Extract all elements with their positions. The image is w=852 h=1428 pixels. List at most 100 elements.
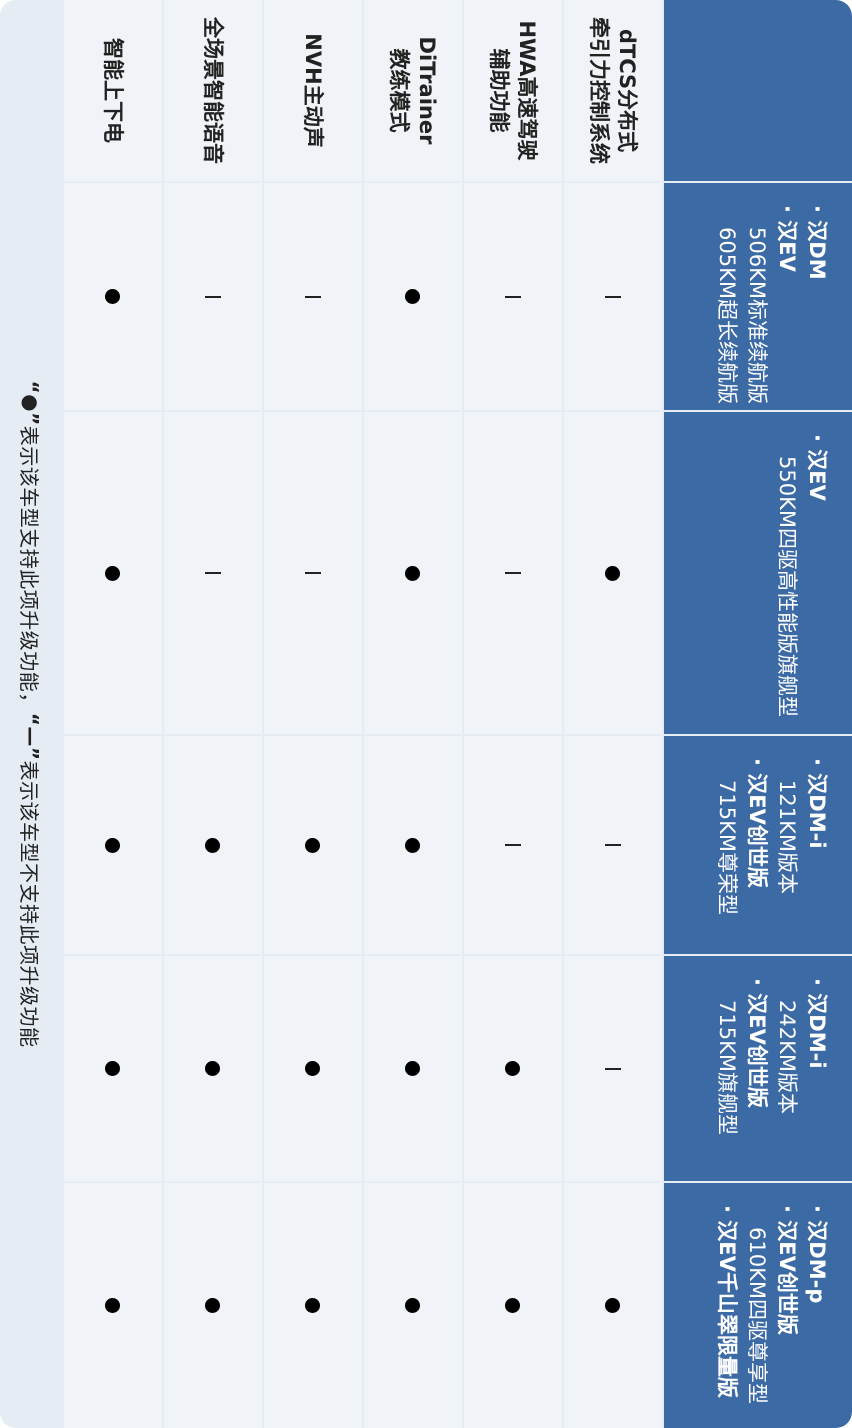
- support-cell: [464, 183, 562, 410]
- model-variant: 715KM旗舰型: [715, 1000, 739, 1135]
- support-cell: [264, 956, 362, 1181]
- legend-dash-mark: “—”: [19, 712, 43, 761]
- table-row: 全场景智能语音: [164, 0, 262, 1428]
- legend-dot-text: 表示该车型支持此项升级功能，: [17, 425, 42, 713]
- support-cell: [264, 412, 362, 734]
- supported-dot-icon: [305, 1298, 321, 1313]
- supported-dot-icon: [105, 289, 121, 304]
- model-name: · 汉EV创世版: [745, 758, 769, 888]
- model-name: · 汉DM-i: [805, 978, 829, 1069]
- unsupported-dash-icon: [205, 572, 221, 574]
- support-cell: [364, 1183, 462, 1428]
- support-cell: [464, 736, 562, 954]
- unsupported-dash-icon: [505, 295, 521, 298]
- supported-dot-icon: [405, 289, 421, 304]
- support-cell: [464, 956, 562, 1181]
- unsupported-dash-icon: [505, 844, 521, 846]
- model-name: · 汉EV: [805, 434, 829, 501]
- feature-label: HWA高速驾驶 辅助功能: [464, 0, 562, 181]
- unsupported-dash-icon: [505, 572, 521, 574]
- supported-dot-icon: [505, 1298, 521, 1313]
- header-cell: · 汉DM-i 242KM版本 · 汉EV创世版 715KM旗舰型: [664, 956, 852, 1181]
- supported-dot-icon: [105, 565, 121, 581]
- support-cell: [364, 956, 462, 1181]
- model-name: · 汉EV千山翠限量版: [715, 1205, 739, 1398]
- legend-note: “●” 表示该车型支持此项升级功能， “—” 表示该车型不支持此项升级功能: [0, 0, 62, 1428]
- feature-label: 智能上下电: [64, 0, 162, 181]
- model-name: · 汉EV创世版: [775, 1205, 799, 1335]
- supported-dot-icon: [605, 565, 621, 581]
- support-cell: [64, 183, 162, 410]
- feature-label: NVH主动声: [264, 0, 362, 181]
- supported-dot-icon: [105, 837, 121, 853]
- support-cell: [64, 956, 162, 1181]
- supported-dot-icon: [205, 1298, 221, 1313]
- support-cell: [264, 736, 362, 954]
- support-cell: [64, 412, 162, 734]
- model-name: · 汉EV: [775, 205, 799, 272]
- legend-dash-text: 表示该车型不支持此项升级功能: [17, 760, 42, 1048]
- unsupported-dash-icon: [605, 295, 621, 298]
- support-cell: [64, 736, 162, 954]
- supported-dot-icon: [405, 837, 421, 853]
- supported-dot-icon: [505, 1061, 521, 1076]
- supported-dot-icon: [205, 837, 221, 853]
- model-variant: 242KM版本: [775, 1000, 799, 1114]
- model-name: · 汉DM-p: [805, 1205, 829, 1304]
- model-name: · 汉DM: [805, 205, 829, 280]
- header-cell: · 汉EV 550KM四驱高性能版旗舰型: [664, 412, 852, 734]
- header-cell: · 汉DM · 汉EV 506KM标准续航版 605KM超长续航版: [664, 183, 852, 410]
- supported-dot-icon: [305, 837, 321, 853]
- support-cell: [164, 1183, 262, 1428]
- supported-dot-icon: [605, 1298, 621, 1313]
- unsupported-dash-icon: [305, 572, 321, 574]
- supported-dot-icon: [405, 565, 421, 581]
- model-variant: 605KM超长续航版: [715, 227, 739, 404]
- table-row: HWA高速驾驶 辅助功能: [464, 0, 562, 1428]
- model-variant: 715KM尊荣型: [715, 780, 739, 915]
- supported-dot-icon: [105, 1298, 121, 1313]
- support-cell: [264, 1183, 362, 1428]
- supported-dot-icon: [105, 1061, 121, 1076]
- unsupported-dash-icon: [205, 295, 221, 298]
- support-cell: [264, 183, 362, 410]
- support-cell: [564, 736, 662, 954]
- support-cell: [464, 412, 562, 734]
- support-cell: [164, 956, 262, 1181]
- support-cell: [364, 736, 462, 954]
- model-name: · 汉EV创世版: [745, 978, 769, 1108]
- legend-dot-mark: “●”: [19, 380, 43, 426]
- header-cell: [664, 0, 852, 181]
- support-cell: [564, 183, 662, 410]
- support-cell: [364, 183, 462, 410]
- model-variant: 506KM标准续航版: [745, 227, 769, 404]
- unsupported-dash-icon: [605, 844, 621, 846]
- support-cell: [564, 1183, 662, 1428]
- unsupported-dash-icon: [605, 1067, 621, 1070]
- model-name: · 汉DM-i: [805, 758, 829, 849]
- table-row: 智能上下电: [64, 0, 162, 1428]
- supported-dot-icon: [405, 1298, 421, 1313]
- header-cell: · 汉DM-i 121KM版本 · 汉EV创世版 715KM尊荣型: [664, 736, 852, 954]
- model-variant: 121KM版本: [775, 780, 799, 894]
- table-row: dTCS分布式 牵引力控制系统: [564, 0, 662, 1428]
- supported-dot-icon: [205, 1061, 221, 1076]
- unsupported-dash-icon: [305, 295, 321, 298]
- feature-label: DiTrainer 教练模式: [364, 0, 462, 181]
- support-cell: [564, 956, 662, 1181]
- support-cell: [364, 412, 462, 734]
- table-header: · 汉DM · 汉EV 506KM标准续航版 605KM超长续航版 · 汉EV 550KM…: [664, 0, 852, 1428]
- table-row: DiTrainer 教练模式: [364, 0, 462, 1428]
- feature-label: dTCS分布式 牵引力控制系统: [564, 0, 662, 181]
- model-variant: 610KM四驱尊享型: [745, 1227, 769, 1404]
- supported-dot-icon: [305, 1061, 321, 1076]
- support-cell: [164, 183, 262, 410]
- feature-label: 全场景智能语音: [164, 0, 262, 181]
- header-cell: · 汉DM-p · 汉EV创世版 610KM四驱尊享型 · 汉EV千山翠限量版: [664, 1183, 852, 1428]
- support-cell: [64, 1183, 162, 1428]
- support-cell: [564, 412, 662, 734]
- support-cell: [464, 1183, 562, 1428]
- table-row: NVH主动声: [264, 0, 362, 1428]
